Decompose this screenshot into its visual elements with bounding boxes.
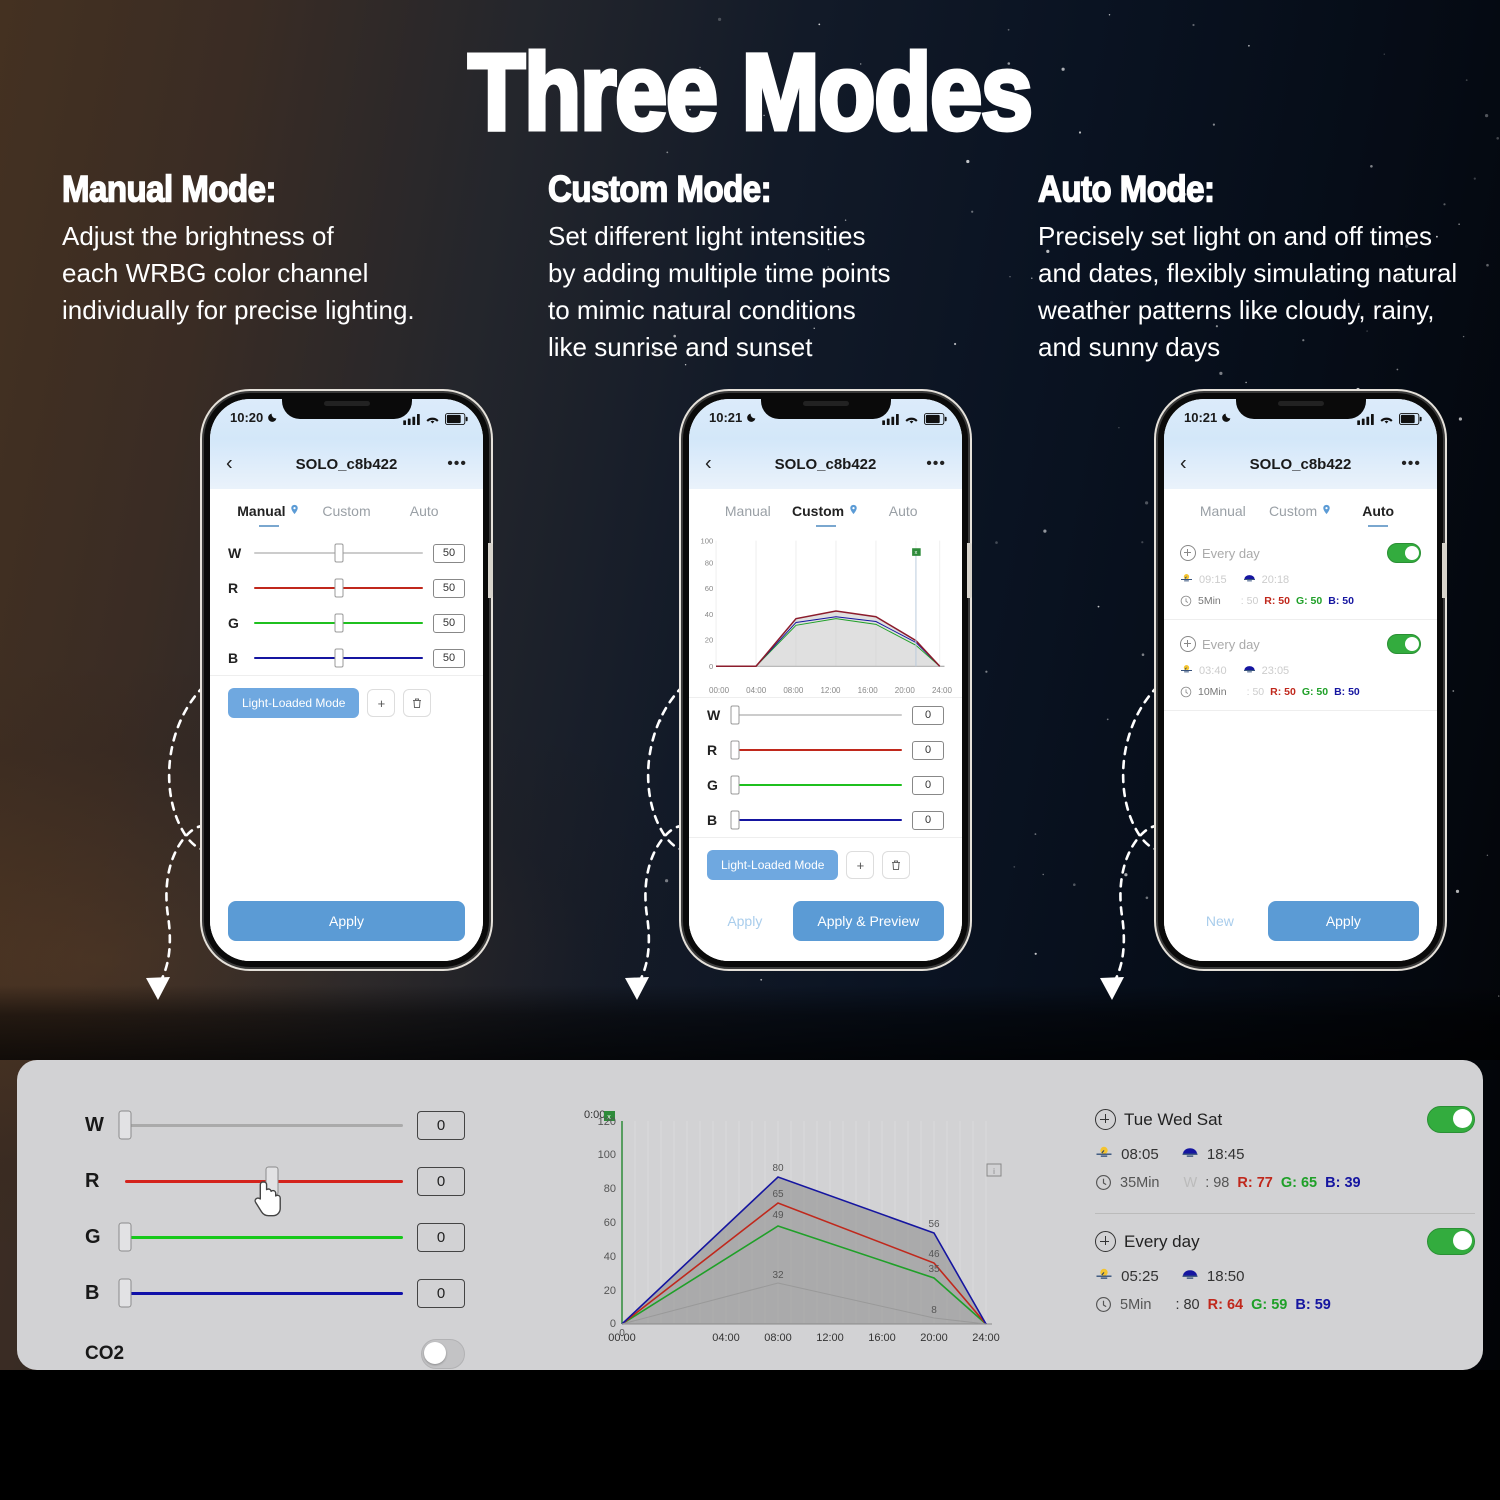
svg-text:100: 100 [700,536,713,545]
svg-text:65: 65 [772,1189,784,1200]
svg-text:04:00: 04:00 [712,1332,740,1344]
svg-text:40: 40 [604,1251,616,1263]
svg-text:60: 60 [604,1217,616,1229]
svg-text:120: 120 [598,1116,616,1128]
svg-text:20: 20 [604,1285,616,1297]
svg-text:80: 80 [604,1183,616,1195]
svg-text:x: x [914,550,917,556]
svg-text:80: 80 [772,1163,784,1174]
svg-text:16:00: 16:00 [868,1332,896,1344]
svg-text:8: 8 [931,1305,937,1316]
svg-text:08:00: 08:00 [764,1332,792,1344]
svg-text:60: 60 [705,584,713,593]
svg-text:49: 49 [772,1210,784,1221]
svg-text:0: 0 [610,1318,616,1330]
svg-text:12:00: 12:00 [816,1332,844,1344]
svg-text:40: 40 [705,610,713,619]
svg-text:32: 32 [772,1270,784,1281]
svg-text:00:00: 00:00 [608,1332,636,1344]
svg-text:100: 100 [598,1149,616,1161]
svg-text:80: 80 [705,558,713,567]
svg-text:20:00: 20:00 [920,1332,948,1344]
svg-text:56: 56 [928,1219,940,1230]
svg-text:46: 46 [928,1249,940,1260]
svg-text:i: i [993,1167,995,1176]
svg-text:35: 35 [928,1264,940,1275]
svg-text:0: 0 [709,662,713,671]
svg-text:20: 20 [705,635,713,644]
svg-text:24:00: 24:00 [972,1332,1000,1344]
